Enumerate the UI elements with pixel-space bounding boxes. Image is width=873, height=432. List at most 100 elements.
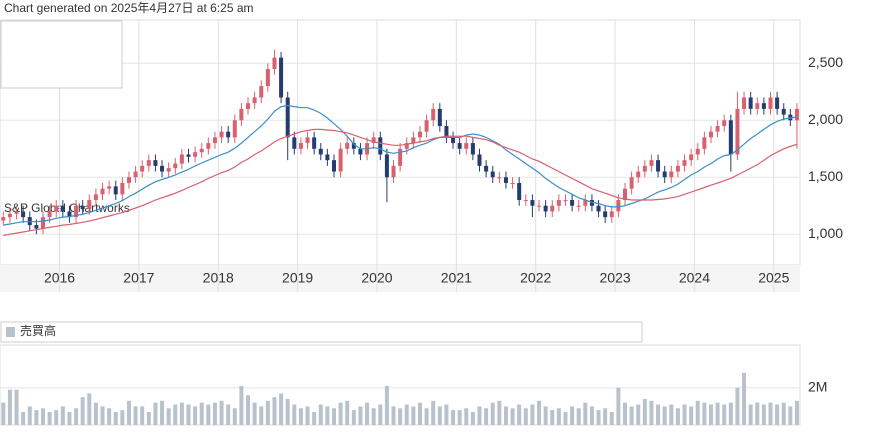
volume-bar — [54, 410, 59, 425]
candle-body — [345, 143, 350, 149]
y-tick-label: 1,500 — [808, 168, 843, 184]
volume-bar — [345, 400, 350, 425]
candle-body — [682, 160, 687, 166]
volume-bar — [444, 404, 449, 425]
volume-bar — [702, 402, 707, 425]
volume-bar — [325, 406, 330, 425]
volume-bar — [742, 372, 747, 425]
candle-body — [576, 205, 581, 207]
candle-body — [530, 200, 535, 206]
volume-bar — [470, 411, 475, 425]
candle-body — [80, 205, 85, 210]
candle-body — [669, 171, 674, 178]
candle-body — [60, 205, 65, 212]
candle-body — [702, 137, 707, 149]
candle-body — [794, 108, 799, 121]
candle-body — [543, 205, 548, 212]
candle-body — [761, 103, 766, 109]
candle-body — [279, 57, 284, 98]
candle-body — [259, 86, 264, 98]
y-tick-label: 2M — [808, 378, 827, 394]
candle-body — [325, 154, 330, 161]
volume-bar — [708, 404, 713, 425]
candle-body — [166, 168, 171, 172]
volume-bar — [563, 411, 568, 425]
candle-body — [629, 177, 634, 189]
volume-bar — [166, 408, 171, 425]
candle-body — [384, 154, 389, 178]
volume-bar — [259, 406, 264, 425]
candle-body — [351, 143, 356, 149]
x-tick-label: 2017 — [123, 270, 154, 286]
volume-bar — [21, 411, 26, 425]
candle-body — [40, 217, 45, 229]
candle-body — [768, 97, 773, 109]
volume-bar — [305, 406, 310, 425]
candle-body — [656, 160, 661, 172]
watermark: S&P Global Chartworks — [4, 201, 130, 215]
legend-swatch — [6, 327, 15, 337]
y-tick-label: 2,000 — [808, 111, 843, 127]
volume-bar — [272, 397, 277, 425]
volume-bar — [80, 397, 85, 425]
volume-bar — [133, 406, 138, 425]
volume-bar — [662, 406, 667, 425]
candle-body — [457, 143, 462, 149]
candle-body — [642, 165, 647, 172]
volume-bar — [47, 411, 52, 425]
volume-bar — [239, 385, 244, 425]
volume-bar — [642, 398, 647, 425]
candle-body — [398, 148, 403, 166]
volume-bar — [74, 408, 79, 425]
volume-bar — [100, 406, 105, 425]
volume-bar — [252, 402, 257, 425]
candle-body — [689, 154, 694, 161]
candle-body — [570, 200, 575, 206]
y-tick-label: 1,000 — [808, 225, 843, 241]
volume-bar — [735, 387, 740, 425]
volume-bar — [60, 406, 65, 425]
candle-body — [490, 171, 495, 178]
candle-body — [285, 97, 290, 138]
volume-bar — [219, 400, 224, 425]
candle-body — [265, 69, 270, 87]
candle-body — [623, 188, 627, 201]
volume-bar — [193, 406, 198, 425]
volume-bar — [490, 402, 495, 425]
candle-body — [722, 120, 727, 126]
candle-body — [87, 200, 92, 210]
volume-bar — [748, 404, 753, 425]
volume-bar — [523, 408, 528, 425]
volume-bar — [378, 404, 383, 425]
volume-bar — [715, 402, 720, 425]
volume-bar — [689, 406, 694, 425]
candle-body — [179, 154, 184, 164]
volume-bar — [173, 404, 178, 425]
candle-body — [34, 225, 39, 229]
x-tick-label: 2020 — [361, 270, 392, 286]
candle-body — [431, 108, 436, 121]
candle-body — [497, 177, 502, 179]
volume-bar — [279, 393, 284, 425]
volume-bar — [510, 408, 515, 425]
candle-body — [113, 186, 118, 195]
candle-body — [742, 97, 747, 109]
x-tick-label: 2022 — [520, 270, 551, 286]
volume-bar — [391, 406, 396, 425]
candle-body — [338, 148, 343, 172]
volume-bar — [113, 411, 118, 425]
x-tick-label: 2024 — [679, 270, 710, 286]
candle-body — [636, 171, 641, 178]
candle-body — [451, 137, 456, 144]
y-tick-label: 2,500 — [808, 54, 843, 70]
volume-bar — [153, 402, 158, 425]
volume-bar — [550, 410, 555, 425]
candle-body — [193, 152, 198, 157]
candle-body — [649, 160, 654, 166]
candle-body — [100, 188, 105, 195]
volume-bar — [649, 400, 654, 425]
volume-bar — [206, 404, 211, 425]
volume-bar — [398, 408, 403, 425]
volume-bar — [457, 410, 462, 425]
